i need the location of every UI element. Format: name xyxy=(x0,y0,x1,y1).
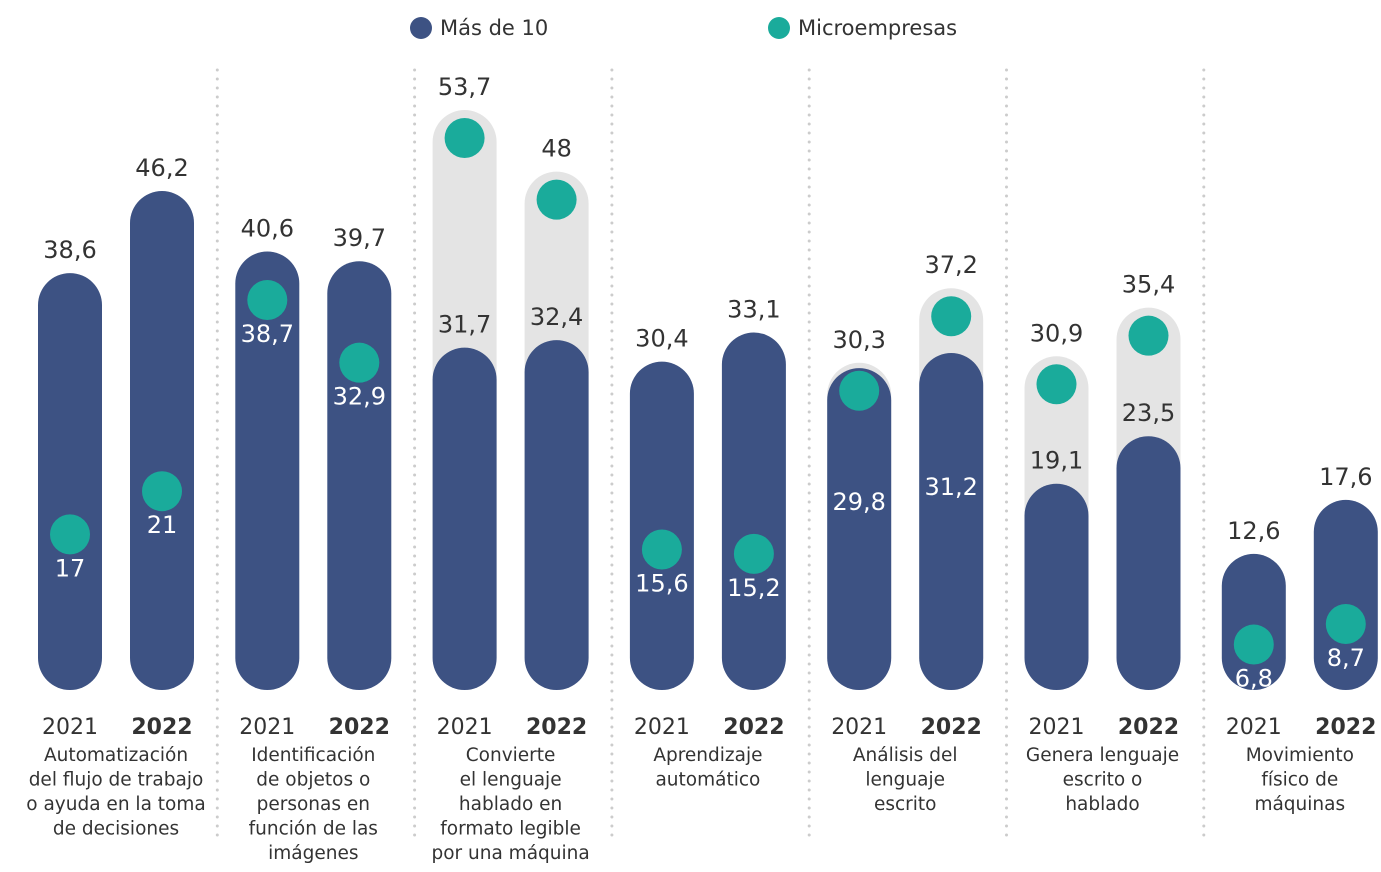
bar xyxy=(629,361,694,690)
dot xyxy=(142,471,182,512)
bar xyxy=(1024,483,1089,690)
value-label: 38,7 xyxy=(241,320,294,348)
value-label: 31,7 xyxy=(438,311,491,339)
category-label: de decisiones xyxy=(53,819,179,840)
value-label: 12,6 xyxy=(1227,517,1280,545)
year-label: 2021 xyxy=(239,715,295,740)
category-label: máquinas xyxy=(1254,794,1345,815)
value-label: 53,7 xyxy=(438,73,491,101)
year-label: 2022 xyxy=(921,715,982,740)
bar xyxy=(827,368,892,690)
year-label: 2021 xyxy=(437,715,493,740)
year-label: 2022 xyxy=(723,715,784,740)
year-label: 2021 xyxy=(1226,715,1282,740)
bar xyxy=(327,261,392,690)
dot xyxy=(733,533,774,574)
bar xyxy=(130,191,194,691)
year-label: 2022 xyxy=(329,715,390,740)
bar xyxy=(524,340,589,690)
value-label: 29,8 xyxy=(832,488,885,516)
category-label: hablado xyxy=(1065,794,1139,815)
category-label: formato legible xyxy=(440,819,581,840)
dot xyxy=(931,296,972,337)
value-label: 15,2 xyxy=(727,574,780,602)
year-label: 2021 xyxy=(42,715,98,740)
category-label: Identificación xyxy=(251,745,375,766)
legend-label: Más de 10 xyxy=(440,16,548,40)
dot xyxy=(1233,624,1274,665)
dot xyxy=(1325,604,1366,645)
value-label: 39,7 xyxy=(333,224,386,252)
category-label: hablado en xyxy=(459,794,562,815)
category-label: Automatización xyxy=(44,745,188,766)
year-label: 2021 xyxy=(831,715,887,740)
category-label: escrito xyxy=(874,794,937,815)
category-label: físico de xyxy=(1261,770,1338,791)
bar xyxy=(1116,436,1181,690)
year-label: 2022 xyxy=(1315,715,1376,740)
dot xyxy=(1036,364,1077,405)
legend-swatch xyxy=(410,17,432,39)
value-label: 8,7 xyxy=(1327,644,1365,672)
value-label: 40,6 xyxy=(241,215,294,243)
category-label: función de las xyxy=(249,819,378,840)
dot xyxy=(247,280,288,321)
value-label: 32,9 xyxy=(333,383,386,411)
category-label: automático xyxy=(655,770,760,791)
category-label: lenguaje xyxy=(865,770,945,791)
value-label: 48 xyxy=(541,135,572,163)
value-label: 17 xyxy=(55,554,86,582)
category-label: del flujo de trabajo xyxy=(29,770,204,791)
bar xyxy=(919,353,984,690)
bar xyxy=(235,251,300,690)
category-label: por una máquina xyxy=(431,843,589,864)
legend-label: Microempresas xyxy=(798,16,957,40)
category-label: Convierte xyxy=(466,745,556,766)
bar xyxy=(721,332,786,690)
dot xyxy=(641,529,682,570)
value-label: 19,1 xyxy=(1030,447,1083,475)
value-label: 23,5 xyxy=(1122,399,1175,427)
category-label: Aprendizaje xyxy=(653,745,762,766)
dot xyxy=(50,514,90,555)
dot xyxy=(839,370,880,411)
value-label: 37,2 xyxy=(924,251,977,279)
value-label: 46,2 xyxy=(135,154,188,182)
dot xyxy=(444,118,485,159)
category-label: Movimiento xyxy=(1246,745,1354,766)
value-label: 35,4 xyxy=(1122,271,1175,299)
category-label: escrito o xyxy=(1063,770,1143,791)
dot xyxy=(339,342,380,383)
value-label: 21 xyxy=(147,511,178,539)
legend-swatch xyxy=(768,17,790,39)
category-label: imágenes xyxy=(268,843,358,864)
value-label: 33,1 xyxy=(727,296,780,324)
value-label: 15,6 xyxy=(635,570,688,598)
category-label: personas en xyxy=(257,794,370,815)
category-label: de objetos o xyxy=(256,770,370,791)
value-label: 31,2 xyxy=(924,473,977,501)
value-label: 32,4 xyxy=(530,303,583,331)
value-label: 30,4 xyxy=(635,325,688,353)
dot xyxy=(536,179,577,220)
year-label: 2022 xyxy=(526,715,587,740)
value-label: 30,3 xyxy=(832,326,885,354)
value-label: 38,6 xyxy=(43,236,96,264)
category-label: o ayuda en la toma xyxy=(26,794,205,815)
year-label: 2022 xyxy=(131,715,192,740)
category-label: Genera lenguaje xyxy=(1026,745,1179,766)
year-label: 2021 xyxy=(634,715,690,740)
year-label: 2022 xyxy=(1118,715,1179,740)
bar xyxy=(38,273,102,690)
category-label: Análisis del xyxy=(853,745,958,766)
year-label: 2021 xyxy=(1029,715,1085,740)
category-label: el lenguaje xyxy=(460,770,562,791)
bar xyxy=(432,347,497,690)
value-label: 17,6 xyxy=(1319,463,1372,491)
bar xyxy=(1313,499,1378,690)
value-label: 30,9 xyxy=(1030,319,1083,347)
dot xyxy=(1128,315,1169,356)
value-label: 6,8 xyxy=(1235,665,1273,693)
